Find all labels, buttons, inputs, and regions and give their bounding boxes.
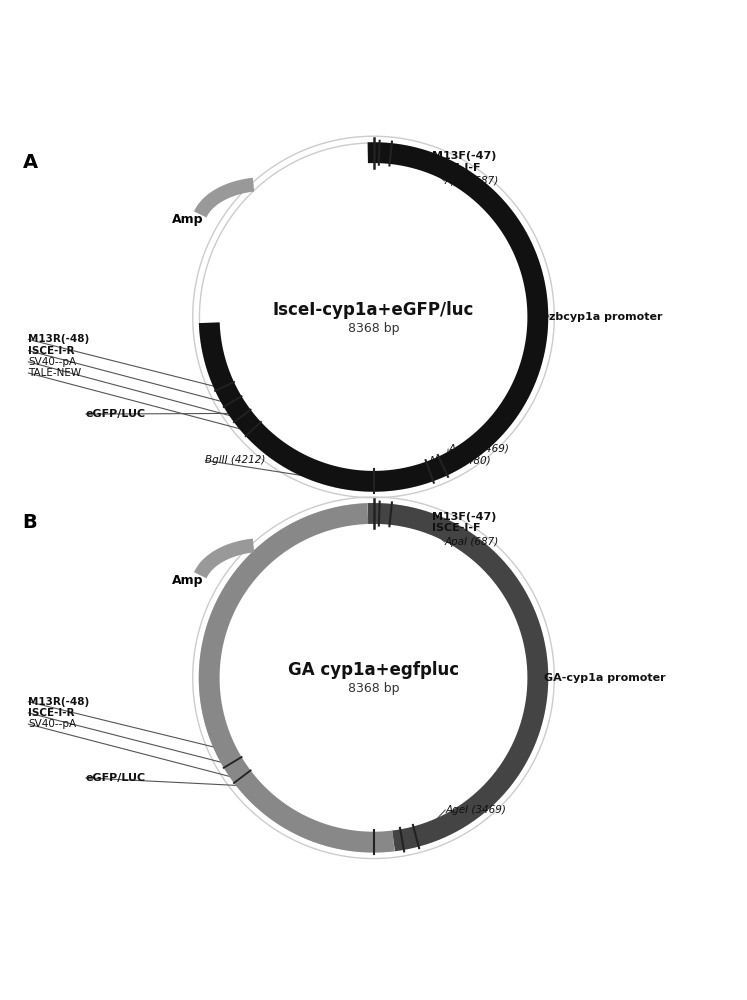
Text: eGFP/LUC: eGFP/LUC xyxy=(86,773,146,783)
Text: GA cyp1a+egfpluc: GA cyp1a+egfpluc xyxy=(288,661,459,679)
Text: NcoI (3480): NcoI (3480) xyxy=(430,455,491,465)
Text: eGFP/LUC: eGFP/LUC xyxy=(86,409,146,419)
Text: 8368 bp: 8368 bp xyxy=(348,322,399,335)
Text: M13R(-48): M13R(-48) xyxy=(28,334,90,344)
Text: M13R(-48): M13R(-48) xyxy=(28,697,90,707)
Text: AgeI (3469): AgeI (3469) xyxy=(448,444,509,454)
Text: 8368 bp: 8368 bp xyxy=(348,682,399,695)
Text: A: A xyxy=(22,153,37,172)
Text: ISCE-I-R: ISCE-I-R xyxy=(28,346,75,356)
Text: M13F(-47): M13F(-47) xyxy=(432,151,496,161)
Text: Amp: Amp xyxy=(172,213,203,226)
Text: M13F(-47): M13F(-47) xyxy=(432,512,496,522)
Text: ISCE-I-F: ISCE-I-F xyxy=(432,523,480,533)
Text: IsceI-cyp1a+eGFP/luc: IsceI-cyp1a+eGFP/luc xyxy=(273,301,474,319)
Text: zbcyp1a promoter: zbcyp1a promoter xyxy=(549,312,663,322)
Text: SV40--pA: SV40--pA xyxy=(28,357,76,367)
Text: ApaI (687): ApaI (687) xyxy=(444,537,499,547)
Text: B: B xyxy=(22,513,37,532)
Text: ISCE-I-R: ISCE-I-R xyxy=(28,708,75,718)
Text: ApaI (687): ApaI (687) xyxy=(444,176,499,186)
Text: SV40--pA: SV40--pA xyxy=(28,719,76,729)
Text: AgeI (3469): AgeI (3469) xyxy=(445,805,506,815)
Text: Amp: Amp xyxy=(172,574,203,587)
Text: BglII (4212): BglII (4212) xyxy=(205,455,266,465)
Text: ISCE-I-F: ISCE-I-F xyxy=(432,163,480,173)
Text: GA-cyp1a promoter: GA-cyp1a promoter xyxy=(544,673,666,683)
Text: TALE-NEW: TALE-NEW xyxy=(28,368,81,378)
